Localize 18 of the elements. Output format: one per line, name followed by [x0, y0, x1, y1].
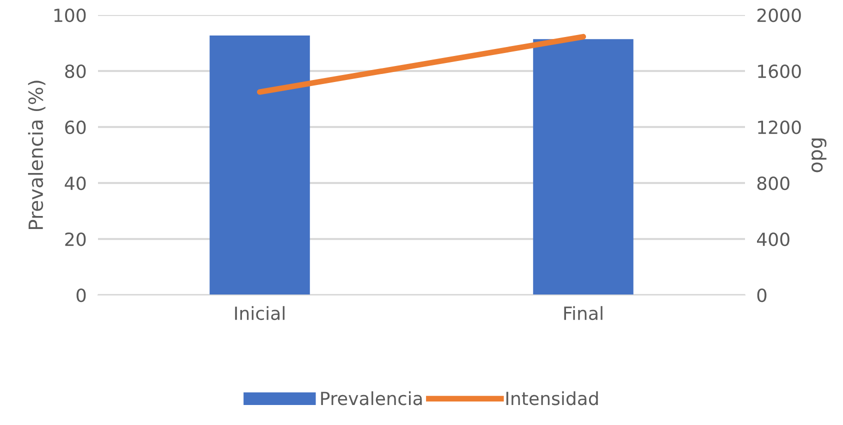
- y2-axis-title: opg: [812, 138, 826, 172]
- y2-tick-label: 800: [757, 176, 790, 190]
- legend-label: Prevalencia: [321, 391, 422, 406]
- y2-tick-label: 0: [757, 288, 766, 302]
- x-tick-label: Inicial: [235, 306, 284, 320]
- y2-tick-label: 2000: [757, 8, 801, 22]
- y-tick-label: 60: [65, 120, 86, 134]
- y-tick-label: 80: [65, 64, 86, 78]
- y2-tick-label: 1600: [758, 64, 801, 78]
- y2-tick-label: 400: [756, 232, 790, 246]
- y2-tick-label: 1200: [758, 120, 801, 134]
- y-axis-title: Prevalencia (%): [28, 80, 46, 230]
- y-tick-label: 0: [76, 288, 86, 302]
- y-tick-label: 20: [65, 232, 86, 246]
- legend-label: Intensidad: [506, 391, 598, 406]
- x-tick-label: Final: [564, 306, 602, 320]
- y-tick-label: 100: [54, 8, 86, 22]
- y-tick-label: 40: [64, 176, 86, 190]
